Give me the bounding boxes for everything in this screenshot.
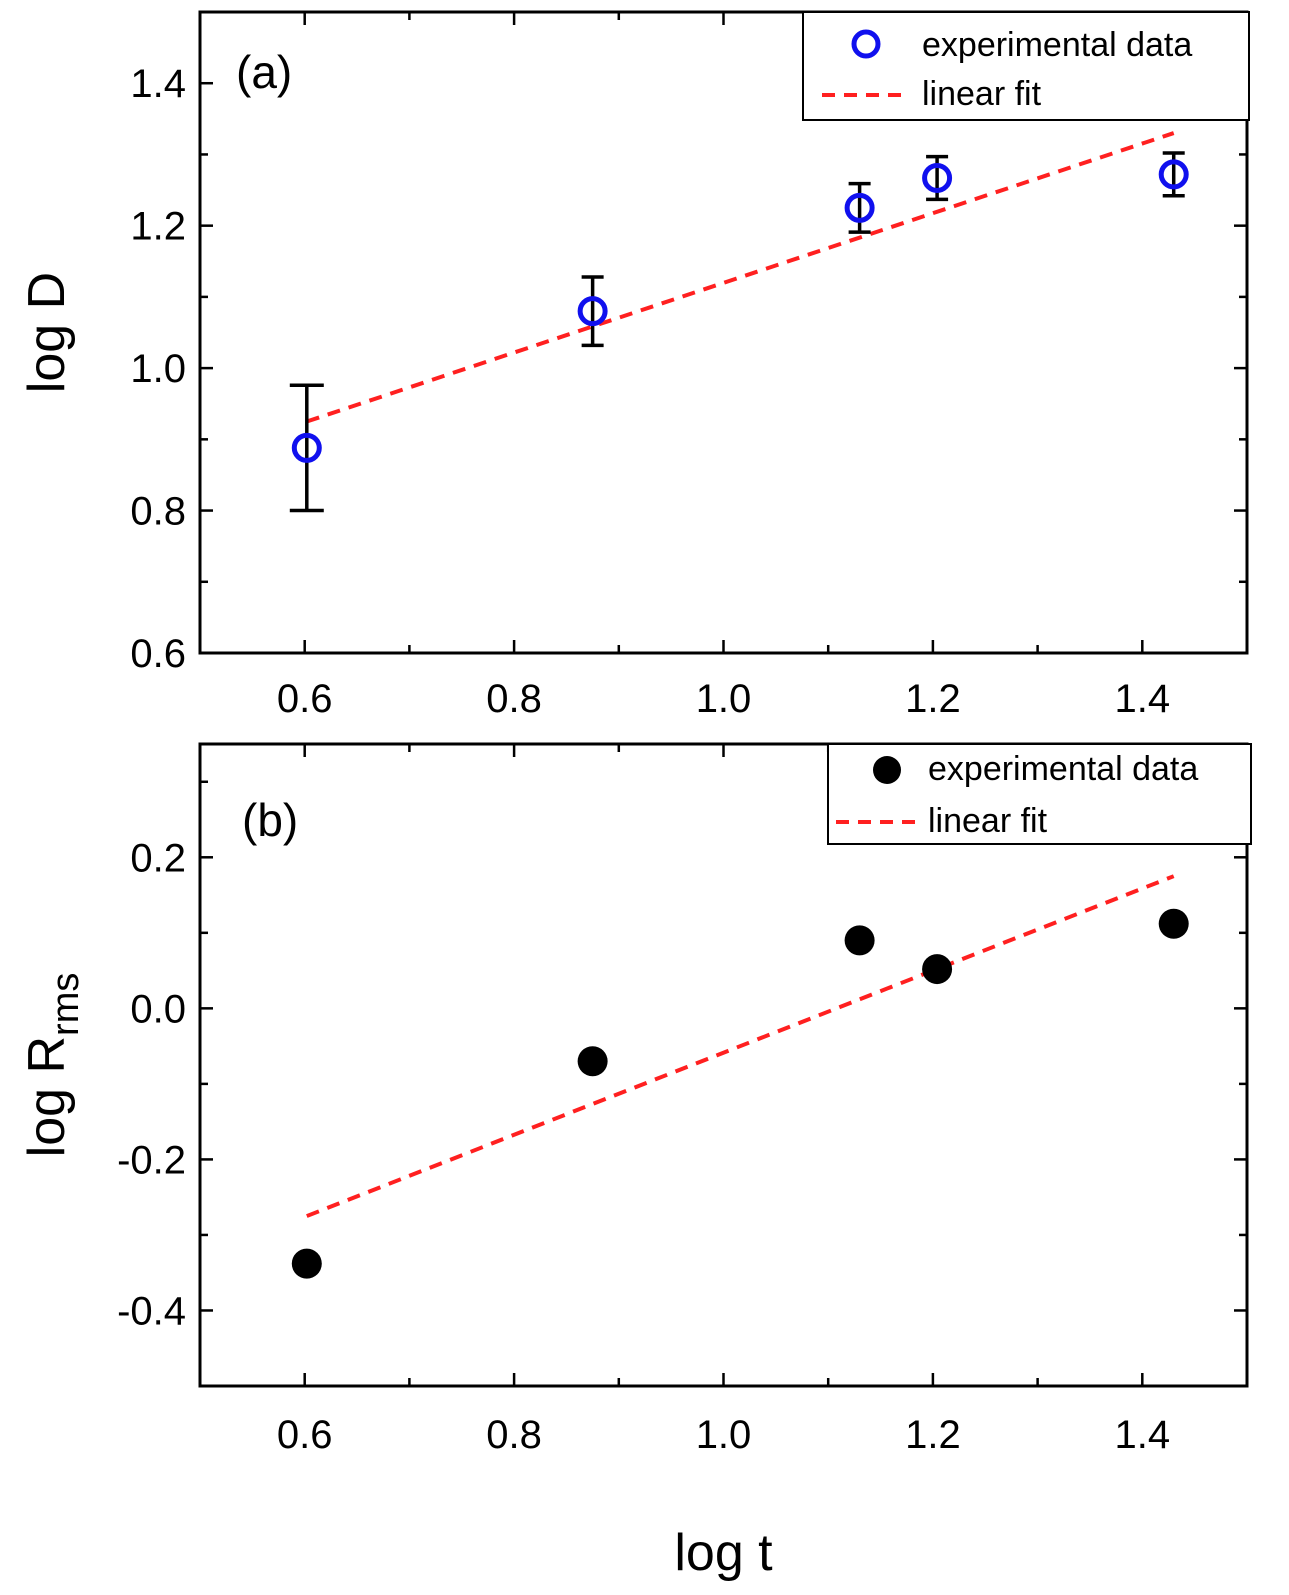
data-point: [844, 192, 875, 223]
x-tick-label: 0.8: [486, 1413, 542, 1457]
x-tick-label: 1.0: [696, 1413, 752, 1457]
legend-box: [827, 743, 1252, 845]
data-point: [1158, 159, 1189, 190]
panel-label: (b): [242, 794, 298, 846]
legend-label: experimental data: [928, 750, 1198, 788]
panel-label: (a): [236, 46, 292, 98]
legend-label: linear fit: [922, 75, 1042, 113]
x-tick-label: 1.4: [1114, 1413, 1170, 1457]
fit-line: [306, 131, 1175, 424]
data-point: [922, 162, 953, 193]
x-tick-label: 1.2: [905, 1413, 961, 1457]
y-tick-label: -0.4: [117, 1289, 186, 1333]
y-axis-label: log Rrms: [18, 973, 87, 1158]
x-tick-label: 0.6: [277, 1413, 333, 1457]
y-tick-label: 0.2: [130, 836, 186, 880]
y-tick-label: 0.0: [130, 987, 186, 1031]
legend-box: [802, 11, 1250, 121]
y-tick-label: 1.4: [130, 62, 186, 106]
x-tick-label: 0.8: [486, 677, 542, 721]
data-point: [922, 954, 953, 985]
x-tick-label: 1.0: [696, 677, 752, 721]
y-tick-label: 1.0: [130, 347, 186, 391]
data-point: [291, 1248, 322, 1279]
legend-marker: [851, 29, 881, 59]
legend-label: linear fit: [928, 802, 1048, 840]
data-point: [844, 925, 875, 956]
data-point: [1158, 908, 1189, 939]
panel-b: 0.6 0.8 1.0 1.2 1.4 -0.4 -0.2 0.0 0.2 log Rrms log…: [18, 742, 1252, 1582]
legend: experimental data linear fit: [827, 743, 1252, 845]
data-point: [577, 1046, 608, 1077]
legend-marker: [873, 756, 901, 784]
x-axis-label: log t: [674, 1524, 773, 1582]
x-tick-label: 1.2: [905, 677, 961, 721]
fit-line: [306, 874, 1175, 1218]
data-point: [577, 296, 608, 327]
panel-a: 0.6 0.8 1.0 1.2 1.4 0.6 0.8 1.0 1.2 1.4 log D (a) ex…: [18, 10, 1250, 721]
y-tick-label: 0.8: [130, 490, 186, 534]
legend-label: experimental data: [922, 26, 1192, 64]
x-tick-label: 0.6: [277, 677, 333, 721]
legend: experimental data linear fit: [802, 11, 1250, 121]
y-tick-label: 1.2: [130, 205, 186, 249]
y-tick-label: 0.6: [130, 632, 186, 676]
data-point: [291, 432, 322, 463]
y-tick-label: -0.2: [117, 1138, 186, 1182]
x-tick-label: 1.4: [1114, 677, 1170, 721]
y-axis-label: log D: [18, 272, 76, 393]
